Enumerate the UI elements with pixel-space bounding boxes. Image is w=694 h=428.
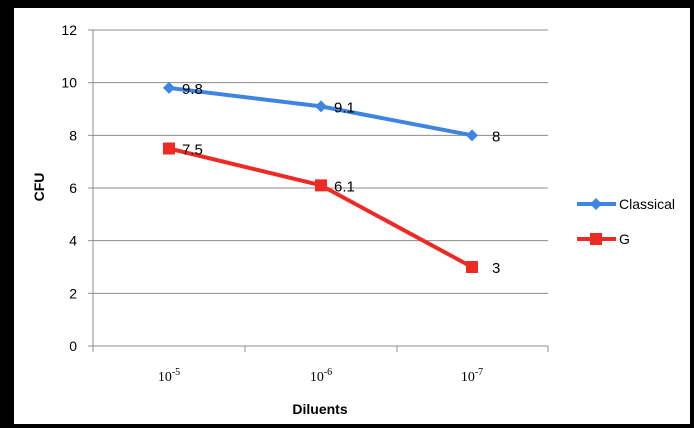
data-labels: 9.8 9.1 8 7.5 6.1 3 — [182, 81, 500, 277]
x-tick-label: 10-6 — [310, 367, 332, 385]
legend: Classical G — [577, 196, 675, 247]
y-tick-label: 12 — [61, 22, 77, 38]
data-point-marker — [163, 142, 175, 155]
y-tick-label: 8 — [69, 127, 77, 143]
data-point-marker — [315, 179, 327, 192]
gridlines — [93, 29, 548, 294]
data-label: 7.5 — [182, 142, 203, 159]
data-point-marker — [466, 129, 478, 142]
data-label: 6.1 — [334, 178, 355, 195]
axes: 0 2 4 6 8 10 12 10-5 10-6 10-7 — [61, 22, 549, 385]
series — [163, 81, 478, 273]
data-label: 8 — [492, 128, 500, 145]
x-tick-label: 10-5 — [158, 367, 180, 385]
data-label: 9.1 — [334, 99, 355, 116]
data-point-marker — [315, 100, 327, 113]
legend-marker — [590, 233, 602, 245]
y-tick-label: 10 — [61, 75, 77, 91]
y-tick-label: 6 — [69, 180, 77, 196]
y-axis-title: CFU — [31, 173, 47, 202]
data-label: 3 — [492, 260, 500, 277]
data-label: 9.8 — [182, 81, 203, 98]
series-line-g — [168, 146, 473, 269]
data-point-marker — [466, 261, 478, 273]
x-axis-title: Diluents — [292, 401, 347, 417]
legend-label: Classical — [619, 196, 675, 212]
y-tick-label: 2 — [69, 285, 77, 301]
y-tick-label: 4 — [69, 233, 77, 249]
legend-marker — [590, 198, 602, 210]
x-tick-label: 10-7 — [461, 367, 483, 385]
y-tick-label: 0 — [69, 338, 77, 354]
legend-label: G — [619, 231, 630, 247]
data-point-marker — [163, 81, 175, 94]
